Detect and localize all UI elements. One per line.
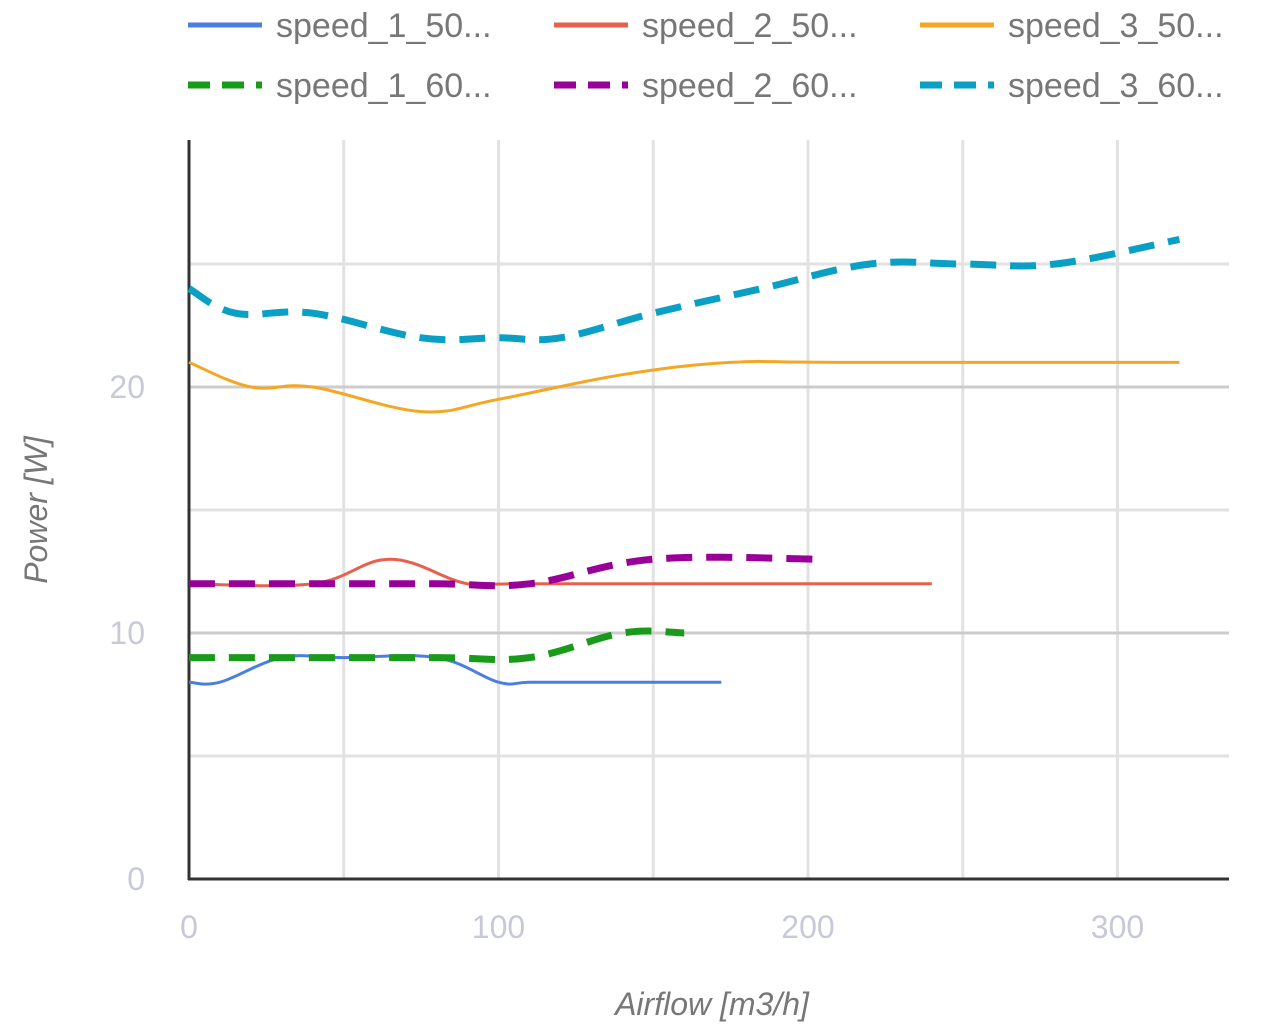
- axes: [187, 140, 1229, 881]
- y-tick-label: 20: [109, 369, 145, 405]
- legend-item[interactable]: speed_3_60...: [920, 67, 1224, 105]
- x-tick-labels: 0 100 200 300: [180, 909, 1144, 945]
- legend: speed_1_50... speed_2_50... speed_3_50...s…: [188, 7, 1224, 105]
- legend-label: speed_1_50...: [276, 7, 492, 45]
- legend-item[interactable]: speed_2_50...: [554, 7, 858, 45]
- series-line-5: [189, 553, 824, 590]
- legend-label: speed_1_60...: [276, 67, 492, 105]
- x-tick-label: 100: [472, 909, 525, 945]
- legend-item[interactable]: speed_3_50...: [920, 7, 1224, 45]
- legend-item[interactable]: speed_1_50...: [188, 7, 492, 45]
- x-tick-label: 0: [180, 909, 198, 945]
- series-line-6: [187, 235, 1181, 344]
- legend-label: speed_2_60...: [642, 67, 858, 105]
- x-axis-title: Airflow [m3/h]: [613, 986, 810, 1022]
- legend-label: speed_3_50...: [1008, 7, 1224, 45]
- x-tick-label: 200: [781, 909, 834, 945]
- y-tick-label: 0: [127, 861, 145, 897]
- series-lines: [187, 235, 1181, 686]
- legend-item[interactable]: speed_2_60...: [554, 67, 858, 105]
- series-line-2: [188, 557, 932, 588]
- y-axis-title: Power [W]: [18, 435, 54, 584]
- y-tick-labels: 0 10 20: [109, 369, 145, 897]
- series-line-1: [188, 654, 722, 686]
- y-tick-label: 10: [109, 615, 145, 651]
- series-line-3: [188, 359, 1180, 414]
- x-tick-label: 300: [1091, 909, 1144, 945]
- grid: [189, 140, 1229, 879]
- legend-label: speed_2_50...: [642, 7, 858, 45]
- series-line-4: [188, 627, 685, 664]
- legend-label: speed_3_60...: [1008, 67, 1224, 105]
- legend-item[interactable]: speed_1_60...: [188, 67, 492, 105]
